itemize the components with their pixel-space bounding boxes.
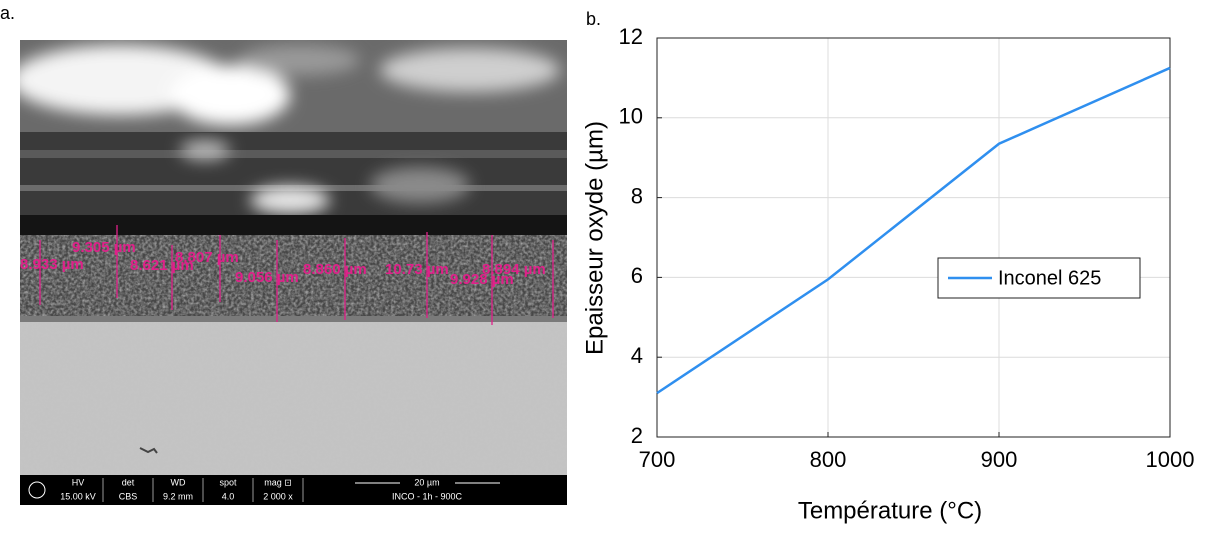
info-value: CBS: [119, 491, 138, 501]
info-head: spot: [219, 477, 237, 487]
info-head: HV: [72, 477, 85, 487]
sem-image: 9.305 µm 8.933 µm 8.621 µm 8.807 µm 9.05…: [20, 40, 567, 505]
legend-label: Inconel 625: [998, 267, 1101, 289]
info-head: WD: [171, 477, 186, 487]
y-tick-label: 12: [619, 24, 643, 49]
x-axis-label: Température (°C): [798, 497, 982, 524]
y-axis-label: Epaisseur oxyde (µm): [581, 121, 608, 355]
measurement: 8.621 µm: [130, 257, 194, 274]
measurement: 9.305 µm: [72, 239, 136, 256]
y-tick-label: 8: [631, 183, 643, 208]
measurement: 8.807 µm: [175, 249, 239, 266]
axes-box: [656, 37, 1171, 438]
y-tick-label: 4: [631, 343, 643, 368]
info-value: 15.00 kV: [60, 491, 96, 501]
measurement: 8.860 µm: [303, 261, 367, 278]
info-value: 9.2 mm: [163, 491, 193, 501]
panel-label: b.: [586, 9, 601, 29]
info-head: det: [122, 477, 135, 487]
y-tick-label: 6: [631, 263, 643, 288]
scale-label: 20 µm: [414, 477, 439, 487]
y-tick-label: 10: [619, 104, 643, 129]
measurement: 10.73 µm: [385, 261, 449, 278]
x-tick-label: 900: [981, 447, 1018, 472]
measurement: 8.894 µm: [482, 261, 546, 278]
info-value: 4.0: [222, 491, 235, 501]
x-tick-label: 700: [639, 447, 676, 472]
y-tick-label: 2: [631, 423, 643, 448]
data-line: [656, 66, 1171, 395]
x-tick-label: 800: [810, 447, 847, 472]
info-head: mag ⊡: [264, 477, 292, 487]
sample-label: INCO - 1h - 900C: [392, 491, 463, 501]
measurement: 9.928 µm: [450, 271, 514, 288]
x-tick-label: 1000: [1146, 447, 1195, 472]
measurement: 9.056 µm: [235, 269, 299, 286]
panel-label: a.: [0, 3, 15, 23]
plot-area: [657, 38, 1170, 437]
info-value: 2 000 x: [263, 491, 293, 501]
measurement: 8.933 µm: [20, 256, 84, 273]
